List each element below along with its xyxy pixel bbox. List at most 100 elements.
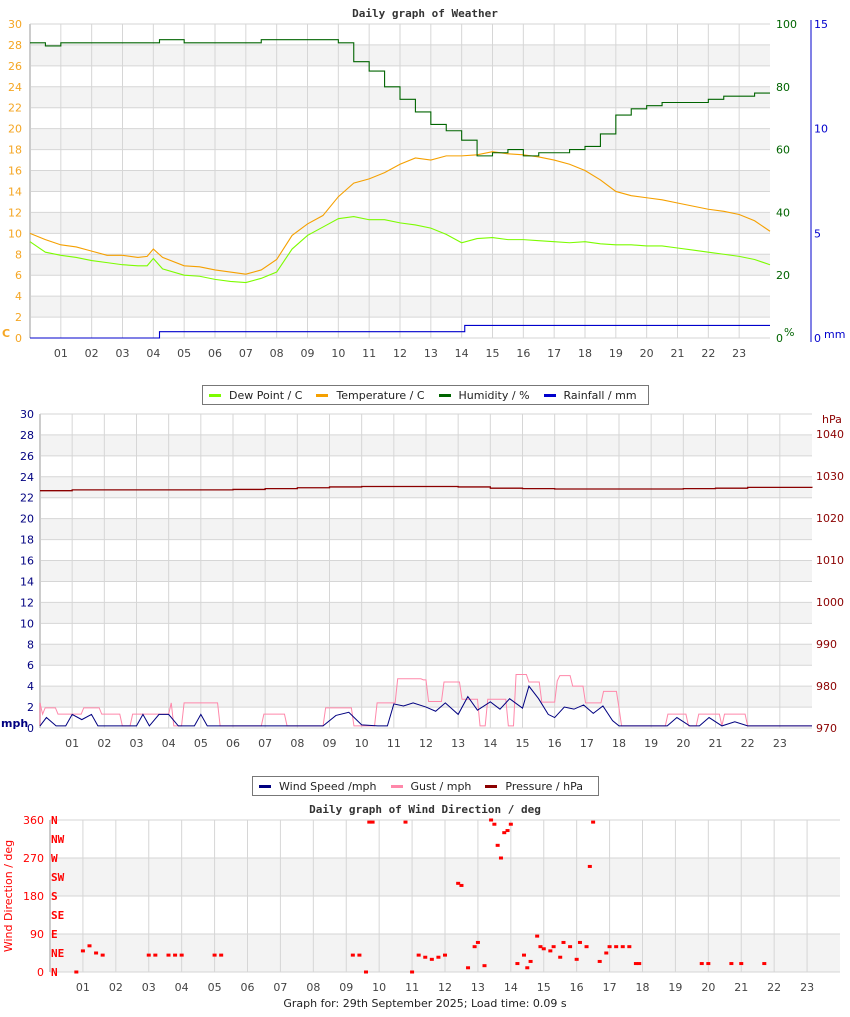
legend-item: Pressure / hPa bbox=[485, 780, 583, 793]
x-tick-label: 04 bbox=[146, 347, 160, 360]
svg-text:80: 80 bbox=[776, 81, 790, 94]
x-tick-label: 10 bbox=[372, 981, 386, 994]
svg-text:20: 20 bbox=[776, 269, 790, 282]
svg-text:SE: SE bbox=[51, 909, 64, 922]
x-tick-label: 21 bbox=[734, 981, 748, 994]
svg-text:0: 0 bbox=[814, 332, 821, 345]
wind-legend: Wind Speed /mph Gust / mph Pressure / hPa bbox=[252, 776, 599, 796]
svg-text:24: 24 bbox=[20, 471, 34, 484]
svg-text:W: W bbox=[51, 852, 58, 865]
svg-text:1010: 1010 bbox=[816, 554, 844, 567]
svg-text:270: 270 bbox=[23, 852, 44, 865]
x-tick-label: 06 bbox=[208, 347, 222, 360]
svg-text:26: 26 bbox=[20, 450, 34, 463]
svg-text:14: 14 bbox=[20, 575, 34, 588]
x-tick-label: 22 bbox=[767, 981, 781, 994]
x-tick-label: 19 bbox=[668, 981, 682, 994]
x-tick-label: 01 bbox=[54, 347, 68, 360]
svg-text:14: 14 bbox=[8, 185, 22, 198]
x-tick-label: 03 bbox=[142, 981, 156, 994]
x-tick-label: 14 bbox=[483, 737, 497, 750]
x-tick-label: 16 bbox=[548, 737, 562, 750]
x-tick-label: 10 bbox=[355, 737, 369, 750]
svg-text:N: N bbox=[51, 814, 58, 827]
x-tick-label: 08 bbox=[270, 347, 284, 360]
x-tick-label: 14 bbox=[455, 347, 469, 360]
svg-text:16: 16 bbox=[8, 165, 22, 178]
x-tick-label: 20 bbox=[640, 347, 654, 360]
svg-text:C: C bbox=[2, 327, 10, 340]
x-tick-label: 01 bbox=[76, 981, 90, 994]
svg-text:970: 970 bbox=[816, 722, 837, 735]
x-tick-label: 03 bbox=[130, 737, 144, 750]
legend-item: Wind Speed /mph bbox=[259, 780, 377, 793]
x-tick-label: 17 bbox=[547, 347, 561, 360]
x-tick-label: 22 bbox=[701, 347, 715, 360]
svg-text:4: 4 bbox=[27, 680, 34, 693]
x-tick-label: 08 bbox=[306, 981, 320, 994]
x-tick-label: 15 bbox=[537, 981, 551, 994]
svg-text:26: 26 bbox=[8, 60, 22, 73]
x-tick-label: 04 bbox=[162, 737, 176, 750]
x-tick-label: 13 bbox=[424, 347, 438, 360]
legend-swatch-icon bbox=[438, 393, 451, 397]
x-tick-label: 21 bbox=[709, 737, 723, 750]
svg-text:NE: NE bbox=[51, 947, 64, 960]
svg-text:980: 980 bbox=[816, 680, 837, 693]
svg-text:180: 180 bbox=[23, 890, 44, 903]
svg-text:6: 6 bbox=[27, 659, 34, 672]
svg-text:18: 18 bbox=[8, 144, 22, 157]
x-tick-label: 20 bbox=[676, 737, 690, 750]
x-tick-label: 07 bbox=[258, 737, 272, 750]
svg-text:SW: SW bbox=[51, 871, 65, 884]
x-tick-label: 02 bbox=[97, 737, 111, 750]
x-tick-label: 20 bbox=[701, 981, 715, 994]
legend-item: Humidity / % bbox=[438, 389, 530, 402]
legend-swatch-icon bbox=[209, 393, 221, 397]
x-tick-label: 14 bbox=[504, 981, 518, 994]
svg-text:22: 22 bbox=[8, 102, 22, 115]
x-tick-label: 15 bbox=[516, 737, 530, 750]
svg-text:24: 24 bbox=[8, 81, 22, 94]
x-tick-label: 09 bbox=[323, 737, 337, 750]
x-tick-label: 17 bbox=[580, 737, 594, 750]
x-tick-label: 16 bbox=[516, 347, 530, 360]
svg-text:S: S bbox=[51, 890, 58, 903]
svg-text:1000: 1000 bbox=[816, 596, 844, 609]
legend-swatch-icon bbox=[543, 393, 556, 397]
svg-text:20: 20 bbox=[8, 123, 22, 136]
svg-text:10: 10 bbox=[20, 617, 34, 630]
x-tick-label: 22 bbox=[741, 737, 755, 750]
svg-text:E: E bbox=[51, 928, 58, 941]
x-tick-label: 02 bbox=[109, 981, 123, 994]
x-tick-label: 01 bbox=[65, 737, 79, 750]
x-tick-label: 16 bbox=[570, 981, 584, 994]
x-tick-label: 19 bbox=[609, 347, 623, 360]
svg-text:%: % bbox=[784, 326, 794, 339]
svg-text:990: 990 bbox=[816, 638, 837, 651]
svg-text:28: 28 bbox=[20, 429, 34, 442]
x-tick-label: 05 bbox=[208, 981, 222, 994]
legend-item: Temperature / C bbox=[316, 389, 425, 402]
x-tick-label: 21 bbox=[671, 347, 685, 360]
svg-text:4: 4 bbox=[15, 290, 22, 303]
x-tick-label: 10 bbox=[331, 347, 345, 360]
svg-text:30: 30 bbox=[20, 408, 34, 421]
legend-swatch-icon bbox=[485, 784, 498, 788]
x-tick-label: 11 bbox=[387, 737, 401, 750]
svg-text:0: 0 bbox=[15, 332, 22, 345]
svg-text:8: 8 bbox=[15, 248, 22, 261]
svg-text:16: 16 bbox=[20, 555, 34, 568]
x-tick-label: 12 bbox=[393, 347, 407, 360]
x-tick-label: 07 bbox=[273, 981, 287, 994]
svg-text:5: 5 bbox=[814, 227, 821, 240]
legend-item: Dew Point / C bbox=[209, 389, 302, 402]
svg-text:2: 2 bbox=[27, 701, 34, 714]
legend-swatch-icon bbox=[316, 393, 329, 397]
svg-text:0: 0 bbox=[37, 966, 44, 979]
x-tick-label: 17 bbox=[603, 981, 617, 994]
legend-item: Rainfall / mm bbox=[543, 389, 637, 402]
x-tick-label: 23 bbox=[773, 737, 787, 750]
x-tick-label: 18 bbox=[578, 347, 592, 360]
x-tick-label: 18 bbox=[636, 981, 650, 994]
